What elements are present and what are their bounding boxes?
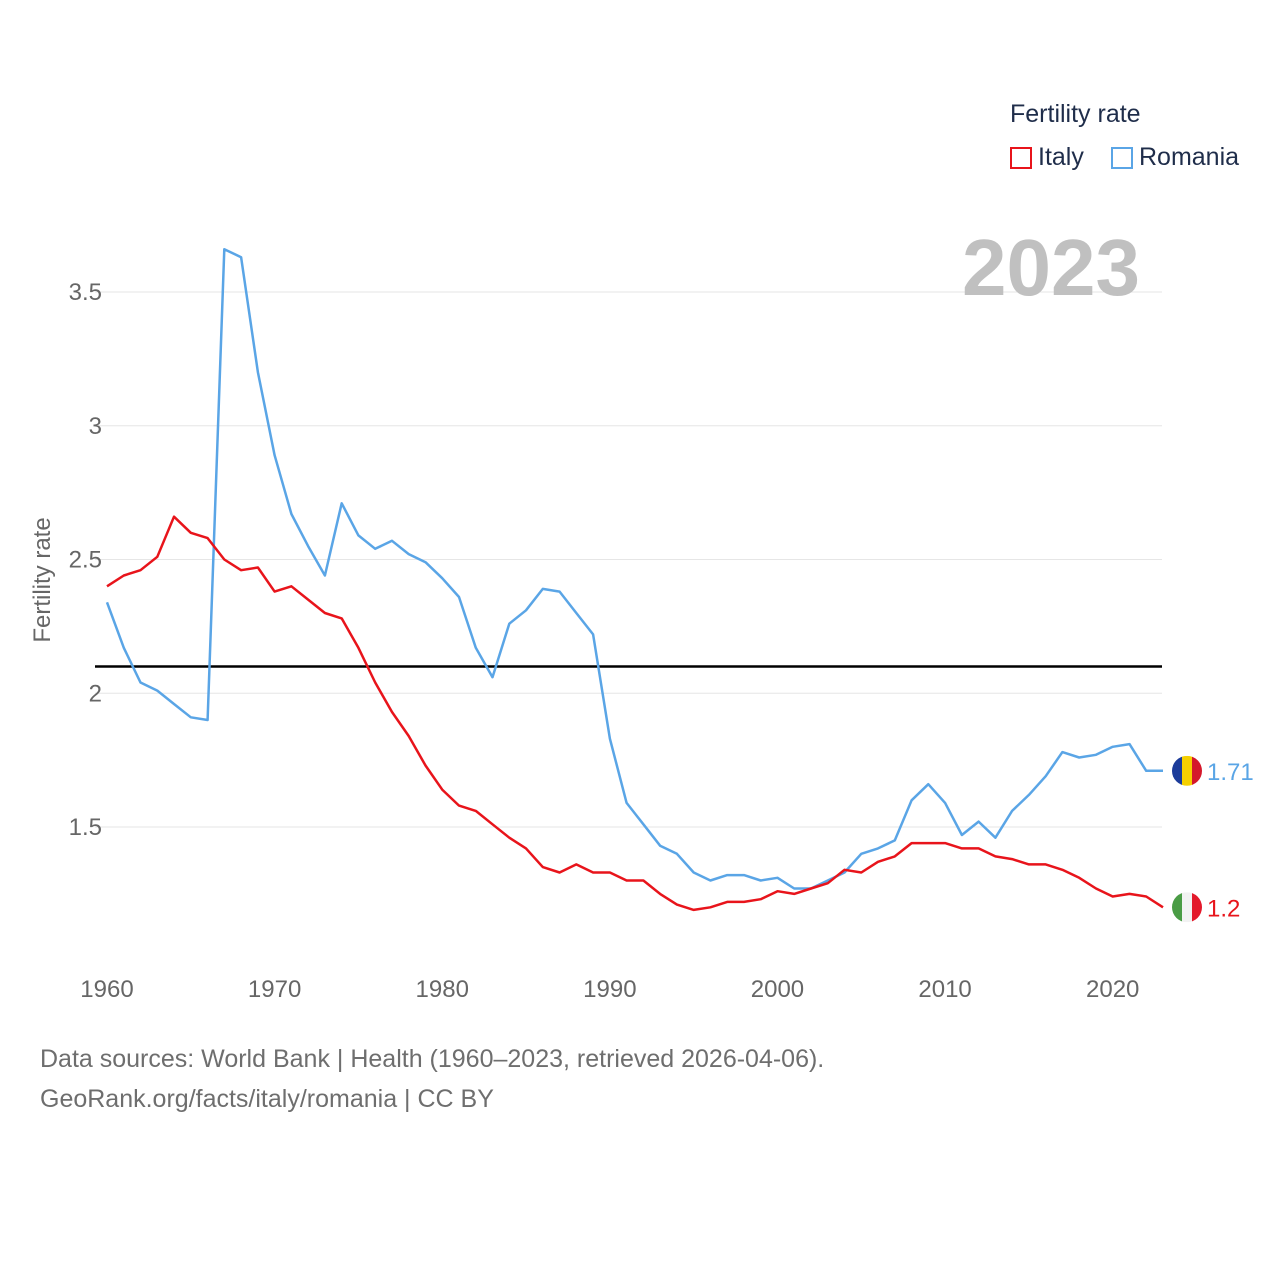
- y-tick-label: 3.5: [69, 279, 102, 306]
- x-tick-label: 1980: [416, 976, 469, 1003]
- x-tick-label: 2010: [918, 976, 971, 1003]
- x-tick-label: 1990: [583, 976, 636, 1003]
- flag-icon-italy: [1172, 892, 1202, 923]
- end-label-italy: 1.2: [1207, 895, 1240, 922]
- footer-sources: Data sources: World Bank | Health (1960–…: [40, 1045, 825, 1073]
- y-tick-label: 3: [89, 413, 102, 440]
- x-tick-label: 2000: [751, 976, 804, 1003]
- year-label: 2023: [962, 223, 1140, 312]
- x-tick-label: 1960: [80, 976, 133, 1003]
- flag-icon-romania: [1172, 755, 1202, 786]
- legend-label-romania: Romania: [1139, 143, 1240, 171]
- y-tick-label: 2.5: [69, 547, 102, 574]
- legend-title: Fertility rate: [1010, 100, 1141, 128]
- y-tick-label: 2: [89, 680, 102, 707]
- legend-item-italy[interactable]: Italy: [1010, 143, 1084, 172]
- series-line-italy: [106, 515, 1164, 912]
- y-tick-label: 1.5: [69, 814, 102, 841]
- footer-credit[interactable]: GeoRank.org/facts/italy/romania | CC BY: [40, 1085, 494, 1113]
- x-tick-label: 2020: [1086, 976, 1139, 1003]
- legend-label-italy: Italy: [1038, 143, 1084, 171]
- legend-swatch-italy: [1010, 146, 1032, 169]
- x-tick-label: 1970: [248, 976, 301, 1003]
- series-line-romania: [105, 247, 1163, 890]
- legend-item-romania[interactable]: Romania: [1111, 143, 1239, 172]
- end-label-romania: 1.71: [1207, 759, 1254, 786]
- y-axis-label: Fertility rate: [29, 517, 56, 642]
- legend-swatch-romania: [1111, 146, 1133, 169]
